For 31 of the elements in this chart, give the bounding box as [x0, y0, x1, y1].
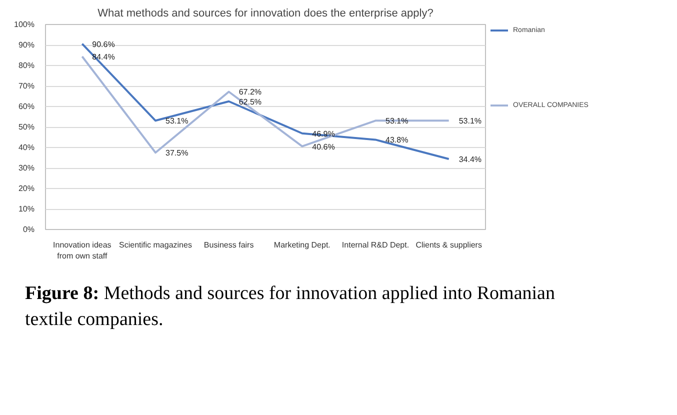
data-label: 67.2% [238, 88, 262, 97]
y-tick-label: 60% [18, 102, 35, 111]
data-label: 53.1% [386, 116, 408, 126]
y-tick-label: 20% [18, 184, 35, 193]
x-tick-label: Innovation ideas from own staff [53, 240, 112, 260]
x-tick-label: Business fairs [204, 240, 254, 250]
data-label: 62.5% [238, 97, 262, 106]
x-tick-label: Clients & suppliers [416, 240, 482, 250]
chart-title: What methods and sources for innovation does the enterprise apply? [98, 8, 434, 20]
y-tick-label: 100% [14, 20, 35, 29]
y-tick-label: 40% [18, 143, 35, 152]
data-label: 53.1% [166, 116, 188, 126]
data-label: 34.4% [458, 154, 482, 164]
data-label: 40.6% [312, 142, 335, 152]
caption: Figure 8: Methods and sources for innovation applied into Romanian textile companies. [25, 282, 556, 332]
y-tick-label: 90% [18, 40, 35, 50]
line-series [81, 42, 450, 160]
y-tick-label: 80% [18, 61, 35, 70]
y-tick-label: 70% [18, 82, 35, 90]
y-tick-label: 50% [18, 122, 35, 132]
x-tick-label: Scientific magazines [119, 240, 192, 250]
y-tick-label: 30% [18, 164, 35, 172]
data-label: 37.5% [166, 148, 188, 158]
data-label: 43.8% [386, 136, 408, 145]
line-series [81, 55, 450, 154]
y-tick-label: 10% [18, 204, 35, 214]
data-label: 90.6% [92, 40, 115, 49]
data-label: 53.1% [458, 116, 482, 126]
y-tick-label: 0% [22, 225, 34, 234]
x-tick-label: Internal R&D Dept. [342, 240, 410, 250]
x-tick-label: Marketing Dept. [274, 240, 330, 250]
